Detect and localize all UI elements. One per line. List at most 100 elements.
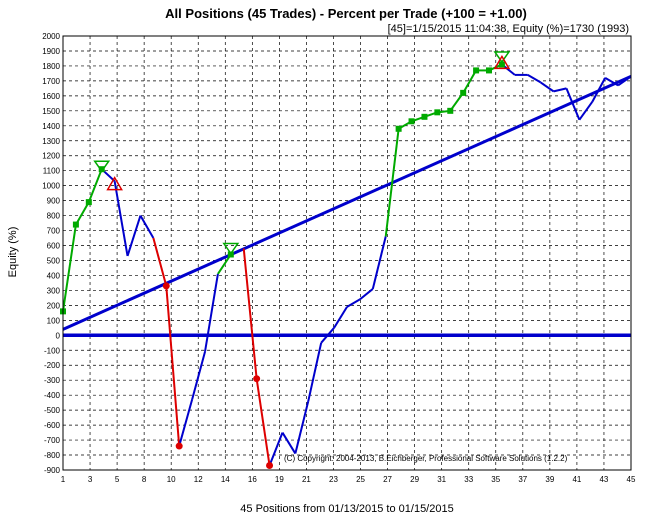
equity-segment bbox=[217, 253, 232, 275]
equity-segment bbox=[591, 77, 607, 103]
y-tick-label: 500 bbox=[47, 256, 61, 265]
equity-segment bbox=[527, 74, 542, 84]
equity-segment bbox=[139, 215, 155, 239]
equity-segment bbox=[578, 101, 594, 121]
win-point bbox=[434, 109, 441, 116]
x-tick-label: 5 bbox=[115, 475, 120, 484]
y-tick-label: 0 bbox=[56, 331, 61, 340]
grid bbox=[62, 35, 632, 471]
equity-segment bbox=[540, 81, 555, 93]
win-point bbox=[85, 199, 92, 206]
y-tick-label: 100 bbox=[47, 316, 61, 325]
x-tick-label: 45 bbox=[627, 475, 636, 484]
y-tick-label: 800 bbox=[47, 212, 61, 221]
win-point bbox=[408, 118, 415, 125]
x-tick-label: 27 bbox=[383, 475, 392, 484]
y-tick-label: -400 bbox=[44, 391, 61, 400]
y-tick-label: -200 bbox=[44, 361, 61, 370]
x-tick-label: 12 bbox=[194, 475, 203, 484]
peak-marker bbox=[93, 160, 111, 173]
y-tick-label: 600 bbox=[47, 242, 61, 251]
win-point bbox=[473, 67, 480, 74]
x-axis-label: 45 Positions from 01/13/2015 to 01/15/20… bbox=[240, 503, 453, 515]
y-tick-label: 300 bbox=[47, 286, 61, 295]
loss-point bbox=[253, 375, 261, 383]
y-tick-label: 400 bbox=[47, 271, 61, 280]
y-tick-label: 200 bbox=[47, 301, 61, 310]
equity-segment bbox=[346, 298, 361, 308]
x-tick-label: 25 bbox=[356, 475, 365, 484]
x-tick-label: 37 bbox=[518, 475, 527, 484]
equity-segment bbox=[333, 306, 348, 329]
x-tick-label: 39 bbox=[545, 475, 554, 484]
y-tick-label: 1200 bbox=[42, 152, 60, 161]
x-tick-label: 33 bbox=[464, 475, 473, 484]
equity-segment bbox=[294, 400, 310, 454]
y-tick-label: -300 bbox=[44, 376, 61, 385]
win-point bbox=[395, 125, 402, 132]
series-lines bbox=[62, 63, 632, 466]
equity-segment bbox=[553, 87, 567, 93]
win-point bbox=[421, 113, 428, 120]
equity-segment bbox=[617, 75, 632, 87]
x-tick-label: 16 bbox=[248, 475, 257, 484]
regression-line bbox=[62, 75, 632, 331]
y-tick-label: 1600 bbox=[42, 92, 60, 101]
trough-marker bbox=[493, 54, 511, 70]
x-tick-label: 29 bbox=[410, 475, 419, 484]
equity-segment bbox=[320, 327, 335, 344]
x-tick-label: 23 bbox=[329, 475, 338, 484]
equity-segment bbox=[359, 288, 374, 301]
win-point bbox=[447, 107, 454, 114]
win-point bbox=[498, 61, 505, 68]
x-tick-label: 14 bbox=[221, 475, 230, 484]
y-tick-label: 700 bbox=[47, 227, 61, 236]
equity-segment bbox=[178, 399, 194, 447]
x-tick-label: 31 bbox=[437, 475, 446, 484]
equity-segment bbox=[62, 224, 77, 312]
peak-marker bbox=[493, 51, 511, 64]
equity-segment bbox=[165, 285, 181, 447]
y-tick-label: 2000 bbox=[42, 32, 60, 41]
x-tick-label: 41 bbox=[572, 475, 581, 484]
x-tick-label: 1 bbox=[61, 475, 66, 484]
equity-segment bbox=[113, 180, 129, 257]
equity-segment bbox=[87, 168, 103, 203]
y-tick-label: -700 bbox=[44, 436, 61, 445]
win-point bbox=[98, 166, 105, 173]
x-tick-label: 8 bbox=[142, 475, 147, 484]
trough-marker bbox=[106, 176, 123, 191]
equity-segment bbox=[204, 273, 219, 352]
equity-segment bbox=[604, 77, 619, 87]
x-tick-label: 3 bbox=[88, 475, 93, 484]
y-tick-label: -900 bbox=[44, 466, 61, 475]
equity-segment bbox=[384, 128, 400, 237]
x-tick-label: 10 bbox=[167, 475, 176, 484]
x-tick-label: 43 bbox=[599, 475, 608, 484]
y-axis-label: Equity (%) bbox=[7, 227, 19, 278]
y-tick-label: -100 bbox=[44, 346, 61, 355]
y-tick-label: 1100 bbox=[43, 167, 61, 176]
y-tick-label: 1700 bbox=[42, 77, 60, 86]
y-tick-label: 1400 bbox=[42, 122, 60, 131]
x-tick-labels: 1 3 5 8 10 12 14 16 19 21 23 25 27 29 31 33 35 37 39 41 43 45 bbox=[61, 475, 636, 484]
equity-segment bbox=[152, 237, 168, 287]
y-tick-label: -800 bbox=[44, 451, 61, 460]
peak-marker bbox=[222, 242, 240, 255]
equity-segment bbox=[371, 236, 387, 290]
x-tick-label: 21 bbox=[302, 475, 311, 484]
y-tick-labels: 2000190018001700160015001400130012001100… bbox=[42, 32, 60, 475]
win-point bbox=[460, 89, 467, 96]
loss-point bbox=[266, 462, 274, 470]
chart-title: All Positions (45 Trades) - Percent per … bbox=[165, 6, 527, 21]
y-tick-label: 1800 bbox=[42, 62, 60, 71]
x-tick-label: 35 bbox=[491, 475, 500, 484]
equity-segment bbox=[255, 378, 271, 466]
plot-area-border bbox=[62, 35, 632, 471]
loss-point bbox=[175, 442, 183, 450]
equity-segment bbox=[268, 432, 284, 466]
win-point bbox=[486, 67, 492, 74]
equity-segment bbox=[191, 351, 206, 400]
loss-point bbox=[162, 282, 170, 290]
